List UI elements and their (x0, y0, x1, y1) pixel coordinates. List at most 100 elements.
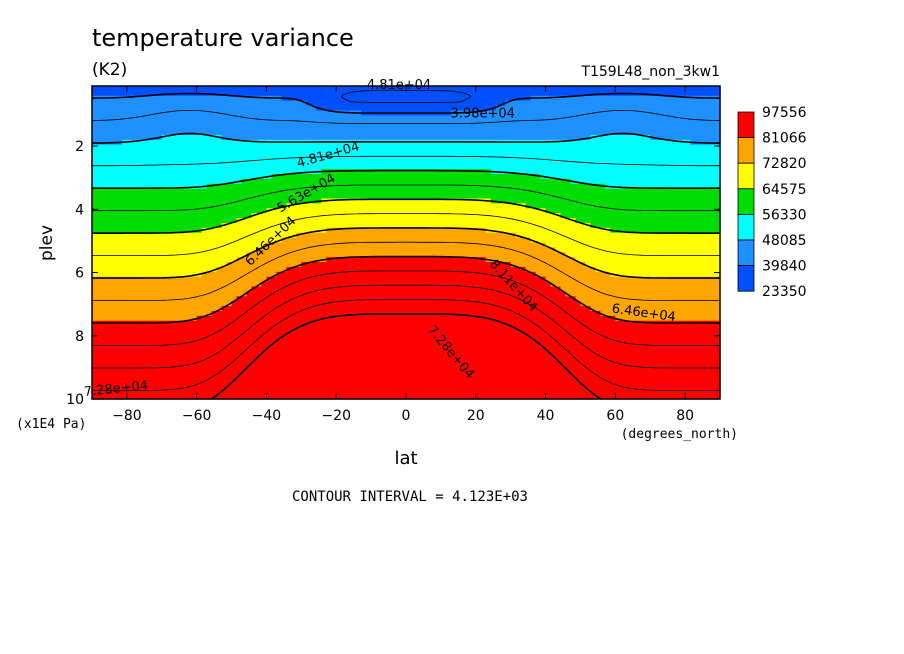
field-cell (291, 257, 297, 263)
field-cell (685, 120, 691, 126)
field-cell (715, 105, 721, 112)
field-cell (121, 183, 128, 190)
field-cell (555, 198, 562, 204)
field-cell (141, 130, 148, 136)
field-cell (191, 105, 198, 112)
field-cell (530, 174, 537, 180)
field-cell (316, 100, 322, 107)
field-cell (281, 247, 287, 253)
field-cell (92, 227, 98, 234)
field-cell (535, 90, 542, 97)
field-cell (101, 183, 108, 190)
field-cell (715, 222, 721, 229)
field-cell (326, 183, 332, 190)
field-cell (450, 183, 457, 190)
field-cell (146, 232, 153, 239)
field-cell (705, 174, 711, 180)
field-cell (351, 198, 357, 204)
field-cell (321, 237, 327, 244)
field-cell (141, 227, 148, 234)
field-cell (595, 105, 601, 112)
field-cell (645, 203, 651, 209)
field-cell (515, 174, 522, 180)
field-cell (251, 110, 258, 116)
field-cell (600, 271, 606, 278)
field-cell (391, 174, 397, 180)
field-cell (560, 154, 567, 160)
field-cell (655, 154, 661, 160)
field-cell (420, 266, 427, 273)
field-cell (435, 218, 442, 224)
field-cell (490, 262, 497, 268)
field-cell (505, 100, 512, 107)
field-cell (675, 164, 681, 170)
field-cell (331, 247, 337, 253)
field-cell (645, 139, 651, 146)
field-cell (266, 257, 273, 263)
field-cell (510, 242, 517, 248)
field-cell (480, 95, 487, 102)
field-cell (555, 242, 562, 248)
field-cell (500, 257, 507, 263)
field-cell (575, 174, 582, 180)
field-cell (92, 86, 98, 92)
field-cell (116, 134, 123, 141)
field-cell (570, 222, 577, 229)
field-cell (690, 242, 696, 248)
field-cell (381, 232, 387, 239)
field-cell (535, 178, 542, 185)
field-cell (386, 271, 392, 278)
field-cell (141, 271, 148, 278)
field-cell (266, 115, 273, 121)
field-cell (420, 227, 427, 234)
field-cell (92, 125, 98, 131)
field-cell (650, 144, 656, 151)
field-cell (450, 247, 457, 253)
field-cell (500, 242, 507, 248)
field-cell (600, 174, 606, 180)
field-cell (186, 144, 193, 151)
field-cell (391, 86, 397, 92)
field-cell (535, 266, 542, 273)
field-cell (191, 203, 198, 209)
field-cell (331, 203, 337, 209)
field-cell (530, 130, 537, 136)
field-cell (710, 232, 716, 239)
field-cell (381, 213, 387, 219)
field-cell (455, 237, 462, 244)
field-cell (415, 232, 422, 239)
field-cell (296, 271, 302, 278)
field-cell (131, 193, 138, 200)
field-cell (156, 105, 163, 112)
field-cell (346, 144, 352, 151)
field-cell (475, 144, 482, 151)
field-cell (211, 262, 218, 268)
field-cell (96, 188, 103, 195)
field-cell (500, 237, 507, 244)
field-cell (490, 159, 497, 165)
field-cell (191, 222, 198, 229)
field-cell (191, 247, 198, 253)
field-cell (101, 198, 108, 204)
field-cell (316, 110, 322, 116)
field-cell (475, 154, 482, 160)
field-cell (136, 154, 143, 160)
field-cell (670, 159, 676, 165)
field-cell (121, 134, 128, 141)
field-cell (465, 115, 472, 121)
field-cell (116, 266, 123, 273)
field-cell (710, 213, 716, 219)
field-cell (141, 164, 148, 170)
field-cell (675, 222, 681, 229)
field-cell (450, 154, 457, 160)
field-cell (126, 90, 133, 97)
field-cell (271, 159, 278, 165)
field-cell (146, 198, 153, 204)
field-cell (620, 257, 626, 263)
field-cell (715, 178, 721, 185)
field-cell (286, 125, 292, 131)
field-cell (515, 120, 522, 126)
field-cell (136, 218, 143, 224)
field-cell (480, 110, 487, 116)
field-cell (470, 110, 477, 116)
